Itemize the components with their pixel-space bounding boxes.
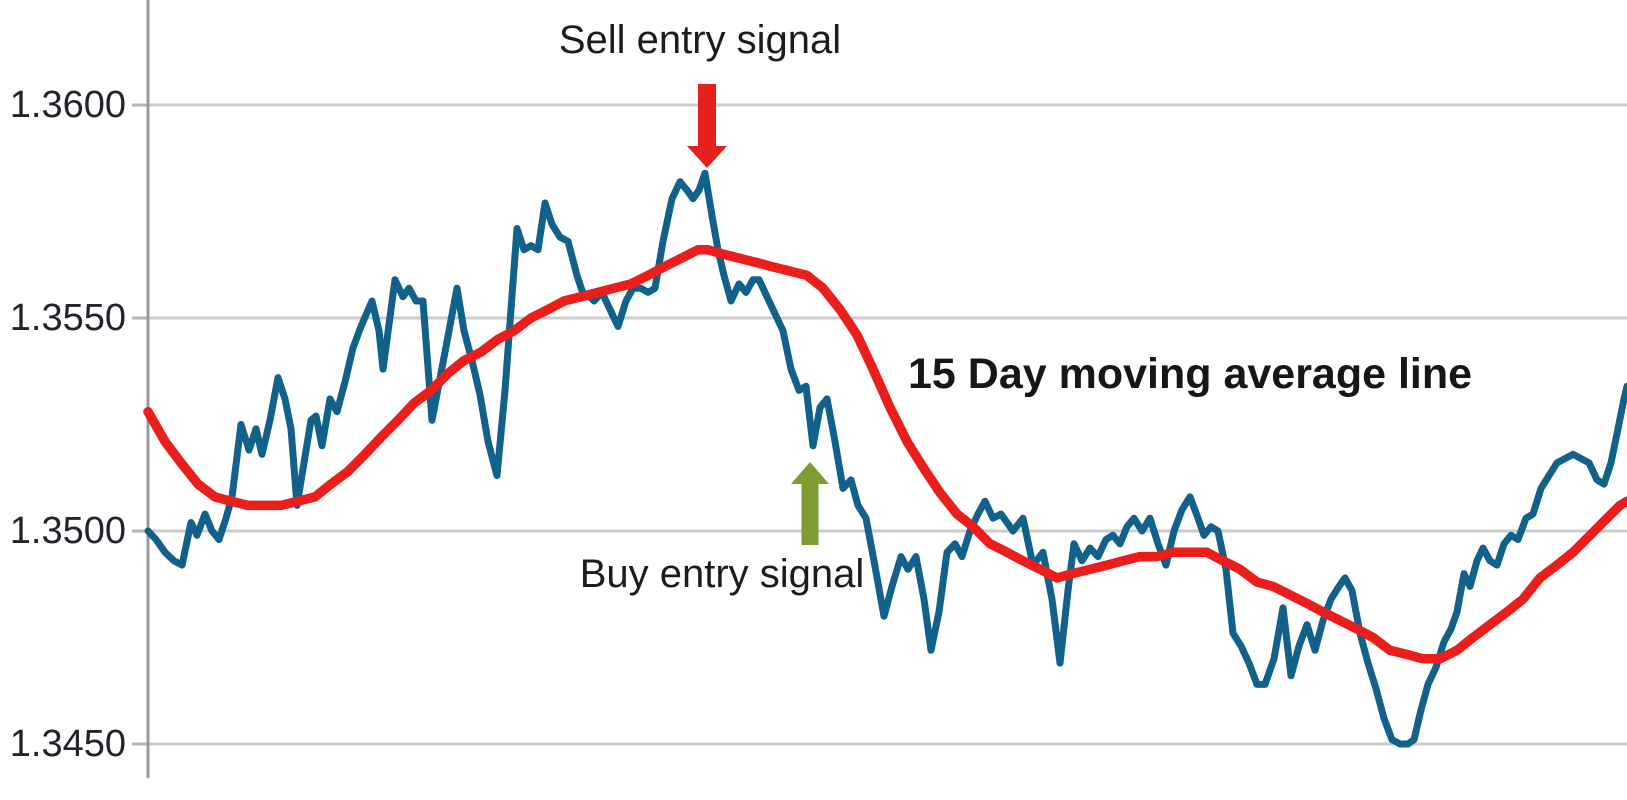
moving-average-line — [143, 245, 1627, 664]
price-line — [144, 169, 1627, 748]
y-axis-label: 1.3450 — [9, 723, 126, 765]
sell-arrow-icon — [687, 84, 727, 168]
sell-entry-signal-label: Sell entry signal — [558, 18, 842, 62]
y-axis-label: 1.3500 — [9, 510, 126, 552]
moving-average-label: 15 Day moving average line — [908, 350, 1473, 398]
y-axis-label: 1.3550 — [9, 297, 126, 339]
y-axis-label: 1.3600 — [9, 84, 126, 126]
buy-arrow-icon — [791, 462, 829, 545]
buy-entry-signal-label: Buy entry signal — [579, 552, 865, 596]
